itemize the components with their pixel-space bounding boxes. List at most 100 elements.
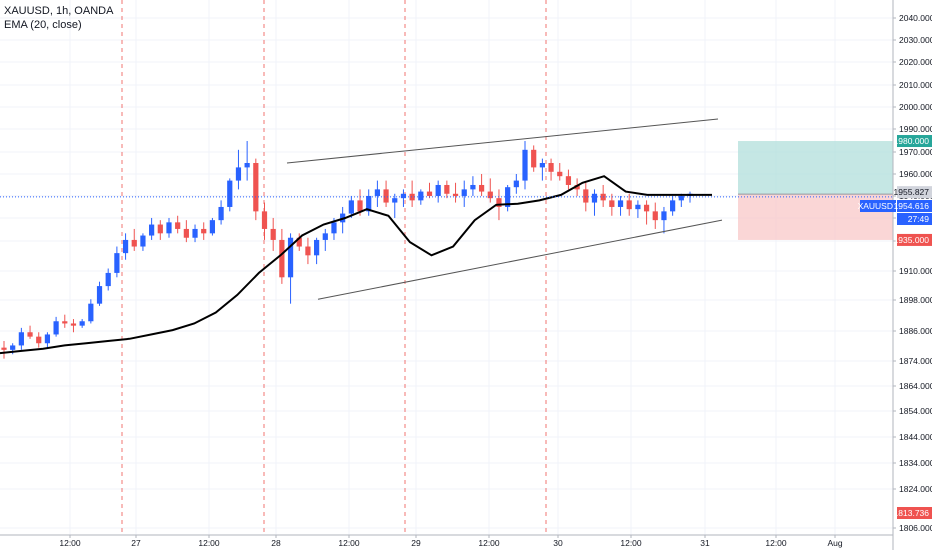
current-price-tag[interactable]: 1954.616 [894, 200, 932, 212]
candle[interactable] [600, 184, 606, 207]
candle[interactable] [157, 220, 163, 240]
candle[interactable] [513, 173, 519, 194]
candle[interactable] [591, 189, 598, 216]
candle[interactable] [678, 193, 684, 207]
candle[interactable] [131, 228, 137, 251]
candle[interactable] [122, 233, 129, 260]
candle[interactable] [652, 202, 658, 229]
stop-price-tag-bg [897, 233, 932, 246]
candle[interactable] [670, 195, 676, 216]
candle[interactable] [53, 316, 59, 337]
candle[interactable] [1, 341, 7, 359]
candle[interactable] [36, 332, 42, 348]
candle[interactable] [227, 178, 233, 212]
price-axis-bg [893, 0, 932, 550]
candle[interactable] [452, 182, 459, 203]
candle[interactable] [192, 224, 198, 243]
candle[interactable] [374, 180, 380, 207]
candle[interactable] [383, 180, 389, 207]
candle[interactable] [322, 228, 328, 251]
candle[interactable] [70, 319, 77, 333]
candle[interactable] [96, 281, 103, 306]
candle[interactable] [105, 268, 111, 291]
candle-body [583, 189, 589, 203]
candle[interactable] [409, 180, 415, 207]
candle-body [383, 189, 389, 203]
candle[interactable] [539, 158, 545, 181]
low-marker-tag[interactable]: 1813.736 [894, 507, 932, 519]
candle[interactable] [635, 200, 641, 218]
candle-body [557, 171, 563, 177]
candle[interactable] [253, 158, 259, 221]
candle[interactable] [522, 141, 528, 190]
candle[interactable] [149, 217, 155, 240]
current-price-tag-bg [897, 200, 932, 212]
candle-body [470, 184, 476, 190]
candle[interactable] [166, 217, 172, 238]
candle[interactable] [400, 189, 407, 207]
candle[interactable] [366, 189, 372, 216]
trendlines[interactable] [286, 118, 723, 300]
candle[interactable] [392, 193, 398, 218]
candle-body [392, 198, 398, 203]
candle[interactable] [209, 217, 216, 236]
candle[interactable] [609, 193, 615, 216]
candle[interactable] [305, 237, 311, 265]
candle[interactable] [505, 184, 511, 212]
candle[interactable] [487, 178, 493, 203]
candle[interactable] [478, 173, 485, 196]
candle[interactable] [531, 145, 537, 172]
candle-body [70, 323, 77, 326]
candle[interactable] [183, 220, 189, 243]
symbol-tag[interactable]: XAUUSD [858, 200, 896, 212]
candle[interactable] [270, 217, 276, 251]
price-tick-label: 1874.000 [899, 356, 932, 366]
candles[interactable] [1, 141, 693, 359]
stop-price-tag[interactable]: 1935.000 [894, 233, 932, 246]
target-price-tag[interactable]: 1980.000 [894, 135, 932, 148]
candle[interactable] [27, 325, 33, 339]
upper-trendline[interactable] [286, 118, 719, 164]
candle[interactable] [279, 228, 285, 284]
candle-body [409, 193, 415, 201]
candle[interactable] [314, 237, 320, 265]
entry-price-tag-text: 1955.827 [894, 187, 930, 197]
candle[interactable] [88, 299, 94, 324]
candle[interactable] [79, 319, 85, 328]
lower-trendline[interactable] [317, 219, 723, 300]
candle[interactable] [244, 141, 250, 181]
indicator-title: EMA (20, close) [4, 19, 82, 31]
candle-body [591, 193, 598, 203]
target-zone[interactable] [738, 141, 893, 195]
candle[interactable] [235, 149, 242, 190]
candle[interactable] [296, 233, 302, 251]
candle[interactable] [426, 182, 433, 199]
candle[interactable] [175, 215, 181, 234]
candle[interactable] [18, 327, 24, 350]
candle[interactable] [435, 180, 441, 203]
candle[interactable] [626, 193, 632, 216]
candle[interactable] [114, 246, 120, 278]
candle[interactable] [444, 180, 450, 199]
candle[interactable] [661, 206, 667, 234]
candle[interactable] [201, 222, 207, 240]
candle[interactable] [470, 176, 476, 196]
candle[interactable] [140, 233, 146, 251]
candle-body [227, 180, 233, 207]
candle[interactable] [643, 200, 650, 225]
candle[interactable] [461, 180, 467, 207]
candle[interactable] [557, 163, 563, 181]
candle[interactable] [44, 332, 51, 348]
candle[interactable] [62, 314, 68, 328]
candle[interactable] [348, 195, 354, 218]
candle[interactable] [218, 200, 224, 225]
candle[interactable] [548, 158, 554, 181]
countdown-tag[interactable]: 27:49 [897, 213, 932, 225]
candle[interactable] [565, 169, 572, 190]
entry-price-tag[interactable]: 1955.827 [894, 186, 932, 199]
candle[interactable] [617, 195, 624, 216]
candle[interactable] [574, 178, 580, 196]
candle[interactable] [261, 202, 268, 240]
